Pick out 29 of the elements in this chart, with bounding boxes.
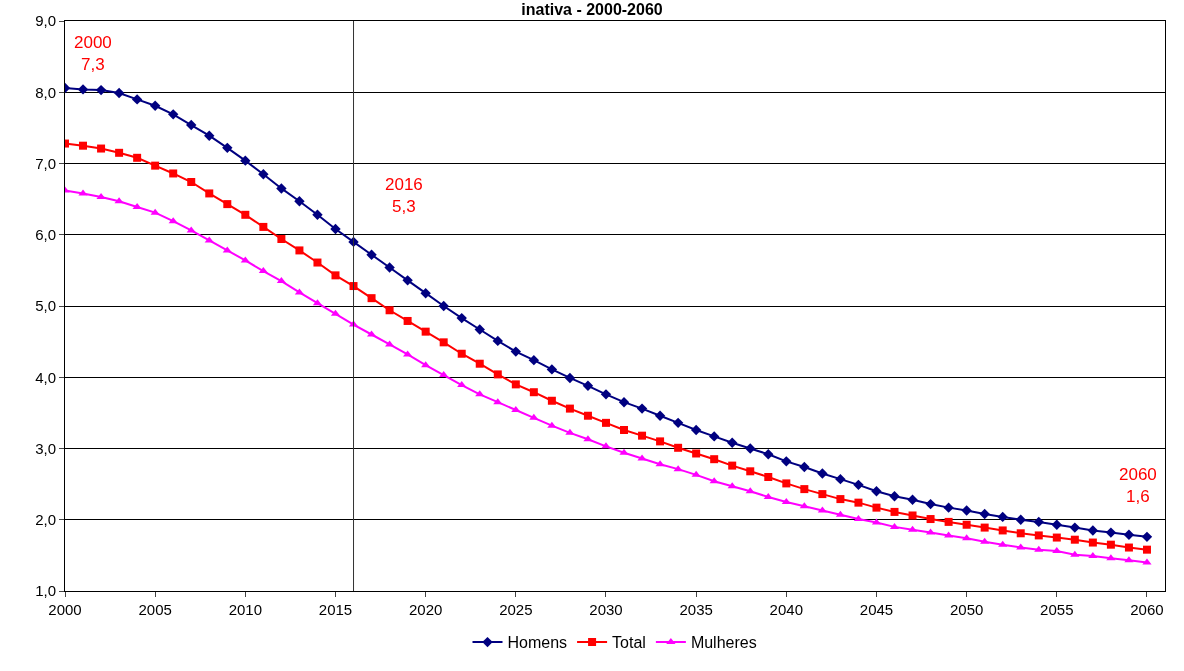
x-tick-label: 2010 — [228, 601, 263, 618]
legend-label: Total — [612, 634, 646, 652]
legend-label: Homens — [507, 634, 568, 652]
x-tick-label: 2040 — [769, 601, 803, 618]
x-tick-label: 2000 — [48, 601, 82, 618]
annotation: 2000 7,3 — [74, 33, 112, 75]
y-tick-label: 4,0 — [35, 368, 56, 386]
x-tick-label: 2035 — [679, 601, 713, 618]
x-tick-label: 2020 — [408, 601, 443, 618]
annotation: 2060 1,6 — [1119, 465, 1157, 507]
y-tick-label: 3,0 — [35, 439, 56, 457]
y-tick-label: 7,0 — [35, 154, 56, 172]
x-tick-label: 2015 — [318, 601, 353, 618]
y-tick-label: 8,0 — [35, 83, 56, 101]
x-tick-label: 2030 — [589, 601, 623, 618]
x-tick-label: 2050 — [949, 601, 984, 618]
y-tick-label: 2,0 — [35, 511, 56, 528]
annotation: 2016 5,3 — [385, 175, 423, 217]
x-tick-label: 2055 — [1040, 601, 1074, 618]
x-tick-label: 2060 — [1130, 601, 1164, 618]
y-tick-label: 9,0 — [35, 12, 56, 30]
chart-title: inativa - 2000-2060 — [521, 0, 663, 18]
y-tick-label: 5,0 — [35, 297, 56, 315]
y-tick-label: 6,0 — [35, 226, 56, 243]
legend-label: Mulheres — [690, 634, 757, 652]
y-tick-label: 1,0 — [35, 582, 56, 600]
x-tick-label: 2005 — [138, 601, 172, 618]
x-tick-label: 2025 — [499, 601, 533, 618]
x-tick-label: 2045 — [859, 601, 894, 618]
